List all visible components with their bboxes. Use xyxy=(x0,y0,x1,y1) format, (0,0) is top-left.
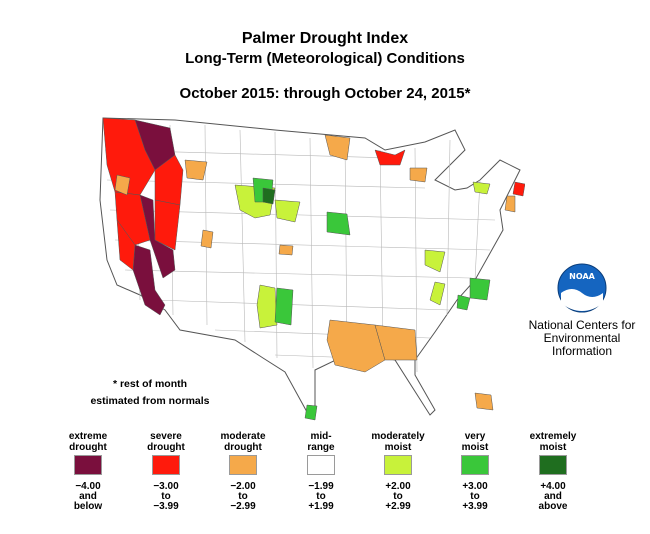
legend-swatch xyxy=(229,455,257,475)
footnote-line-1: * rest of month xyxy=(112,378,188,390)
agency-line-3: Information xyxy=(551,344,613,358)
legend-swatch xyxy=(152,455,180,475)
severe-drought-areas xyxy=(102,117,525,271)
agency-name: National Centers for Environmental Infor… xyxy=(522,319,642,358)
legend-swatch xyxy=(461,455,489,475)
agency-line-1: National Centers for xyxy=(528,318,636,332)
us-drought-map xyxy=(99,117,525,421)
map-period: October 2015: through October 24, 2015* xyxy=(179,85,471,102)
moderate-drought-areas xyxy=(114,134,516,411)
legend-swatch xyxy=(384,455,412,475)
extremely-moist-areas xyxy=(262,187,276,205)
agency-line-2: Environmental xyxy=(543,331,621,345)
legend-swatch xyxy=(74,455,102,475)
legend-swatch xyxy=(307,455,335,475)
noaa-logo-text: NOAA xyxy=(569,272,595,281)
map-title: Palmer Drought Index xyxy=(241,30,409,47)
map-subtitle: Long-Term (Meteorological) Conditions xyxy=(185,50,465,67)
noaa-logo: NOAA xyxy=(557,263,607,313)
footnote-line-2: estimated from normals xyxy=(90,395,210,407)
legend-swatch xyxy=(539,455,567,475)
extreme-drought-areas xyxy=(132,119,176,316)
